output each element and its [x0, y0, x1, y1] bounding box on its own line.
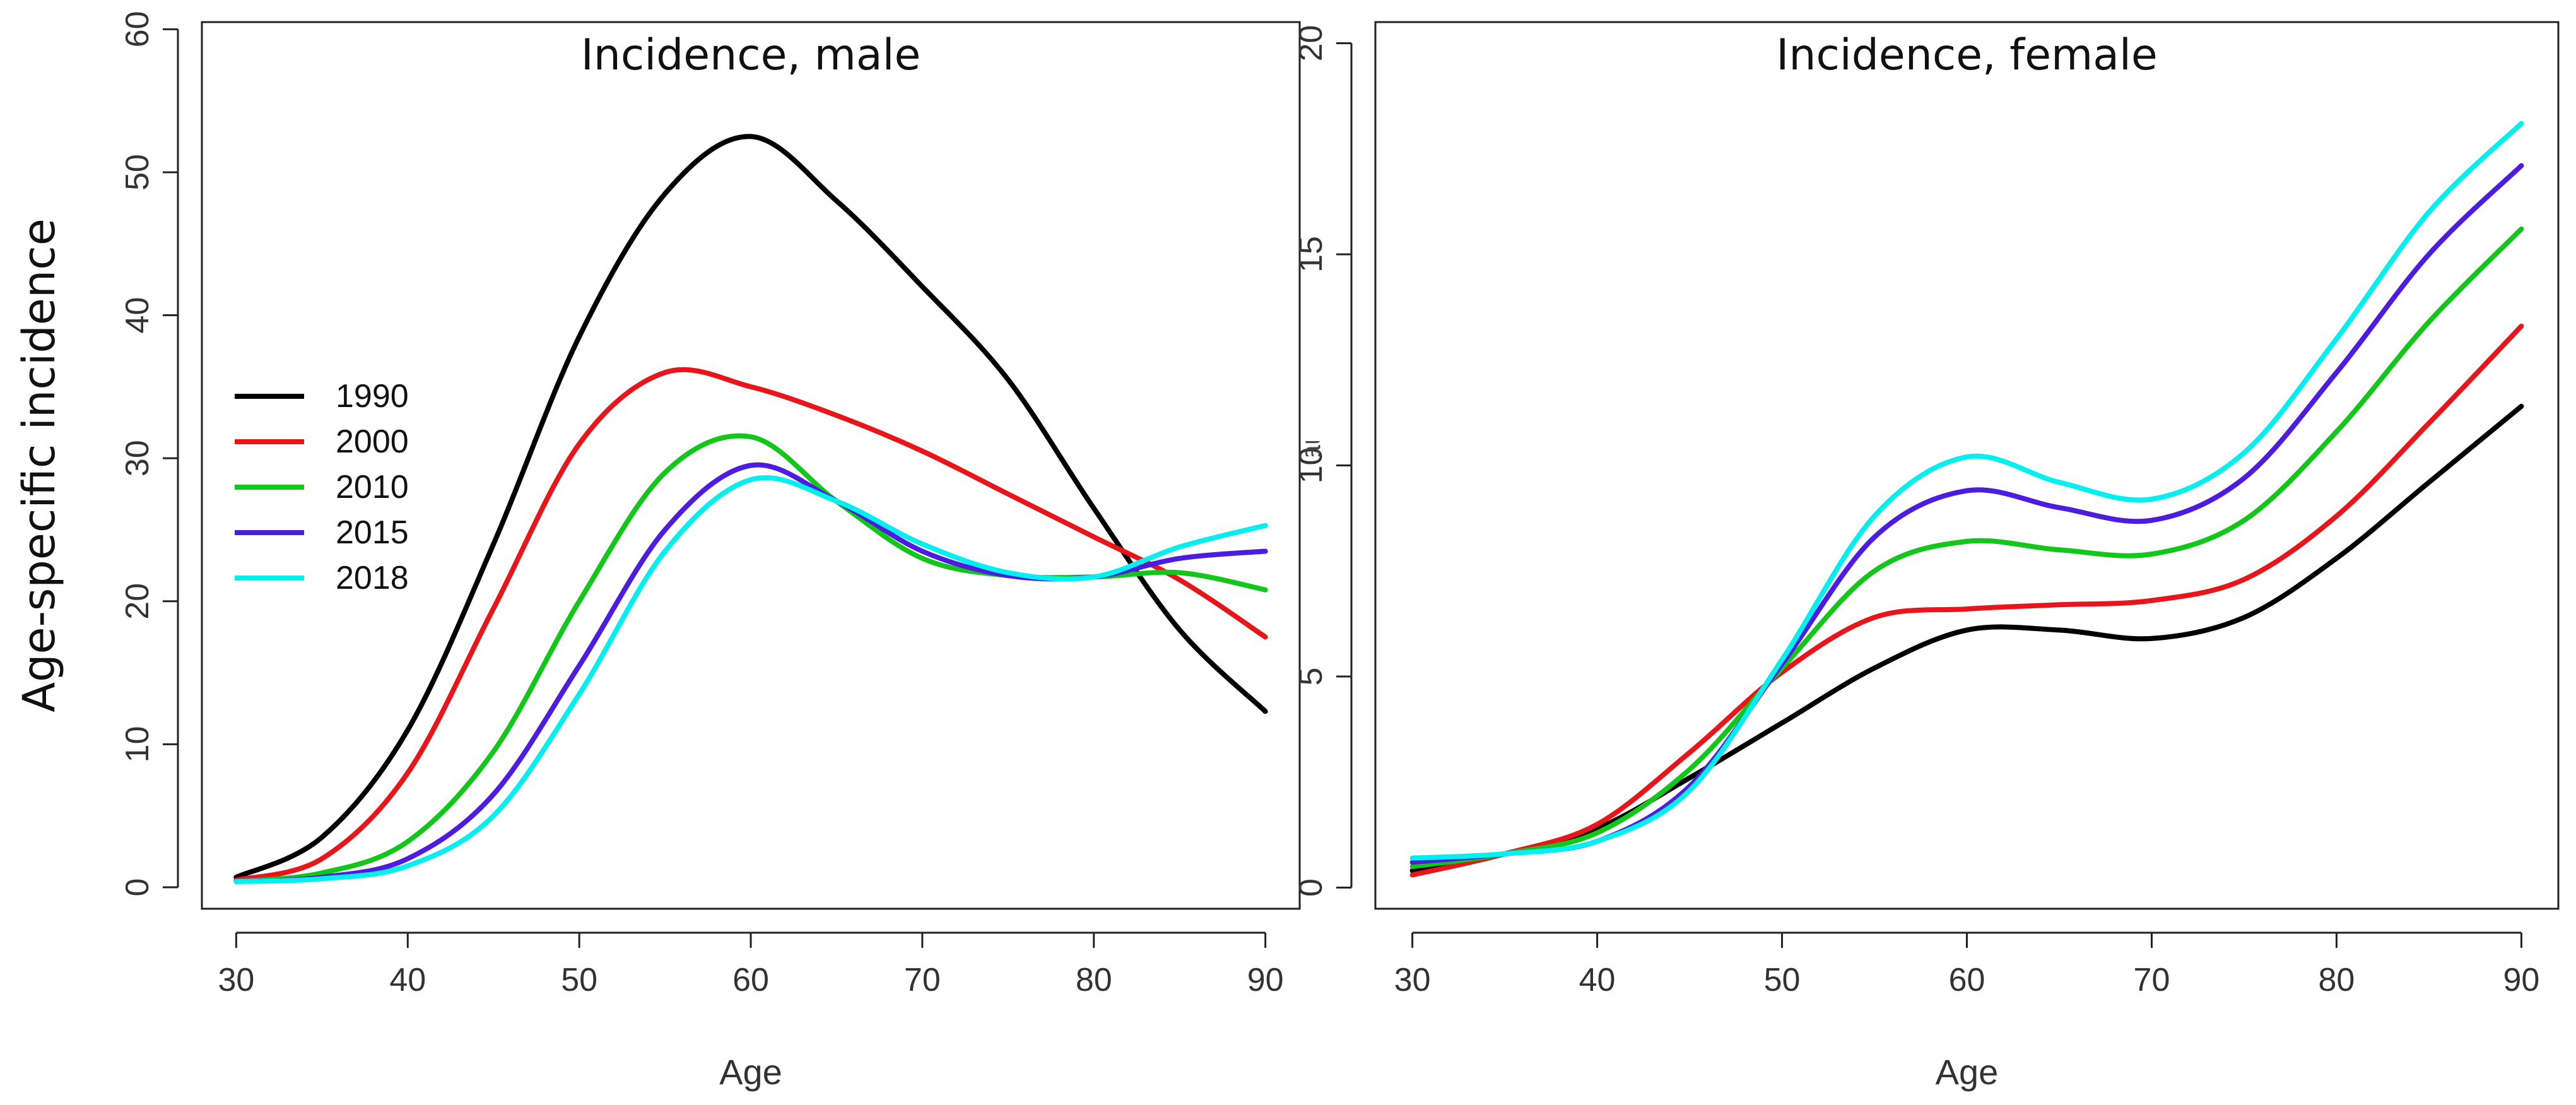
x-tick-label: 70: [904, 962, 941, 998]
y-tick-label: 20: [119, 583, 156, 620]
y-tick-label: 50: [119, 154, 156, 191]
x-axis-label: Age: [719, 1052, 782, 1092]
series-line-2015: [1409, 163, 2524, 865]
x-tick-label: 30: [218, 962, 254, 998]
legend: 1990 2000 2010 2015 2018: [235, 378, 409, 596]
series-line-2000: [1409, 323, 2524, 878]
legend-label-2018: 2018: [336, 560, 409, 596]
series-line-1990: [233, 134, 1268, 880]
y-tick-label: 60: [119, 11, 156, 47]
plot-frame: [1374, 21, 2560, 910]
series-line-2000: [233, 367, 1268, 883]
y-axis-label: Age-specific incidence: [13, 218, 65, 712]
y-axis-label: Taux: [1296, 416, 1327, 475]
y-tick-label: 15: [1293, 236, 1329, 273]
legend-label-2015: 2015: [336, 514, 409, 551]
y-tick-label: 20: [1293, 25, 1329, 62]
y-tick-label: 10: [1293, 447, 1329, 484]
y-tick-label: 40: [119, 297, 156, 334]
y-tick-label: 0: [1293, 878, 1329, 897]
legend-label-1990: 1990: [336, 378, 409, 415]
legend-label-2010: 2010: [336, 469, 409, 505]
x-tick-label: 50: [1764, 962, 1801, 998]
x-tick-label: 50: [561, 962, 597, 998]
y-tick-label: 10: [119, 726, 156, 762]
x-tick-label: 60: [1949, 962, 1985, 998]
legend-label-2000: 2000: [336, 423, 409, 460]
y-tick-label: 0: [119, 878, 156, 897]
x-tick-label: 80: [1076, 962, 1112, 998]
chart-title: Incidence, female: [1776, 30, 2157, 80]
x-axis-label: Age: [1936, 1052, 1999, 1092]
x-tick-label: 40: [1579, 962, 1616, 998]
chart-title: Incidence, male: [581, 30, 921, 80]
y-tick-label: 30: [119, 440, 156, 476]
y-tick-label: 5: [1293, 668, 1329, 686]
series-line-2018: [1409, 121, 2524, 861]
plot-frame: [201, 21, 1301, 910]
male-incidence-panel: 30 40 50 60 70 80 90 0 10 20 30 40 50 60 Incidence, ma…: [13, 11, 1301, 1092]
series-line-2010: [1409, 226, 2524, 870]
series-line-1990: [1409, 403, 2524, 873]
x-tick-label: 90: [1247, 962, 1284, 998]
x-tick-label: 90: [2503, 962, 2539, 998]
x-tick-label: 40: [389, 962, 426, 998]
x-tick-label: 30: [1394, 962, 1431, 998]
x-tick-label: 70: [2134, 962, 2170, 998]
series-line-2018: [233, 475, 1268, 884]
x-tick-label: 80: [2319, 962, 2355, 998]
x-tick-label: 60: [732, 962, 769, 998]
female-incidence-panel: 30 40 50 60 70 80 90 0 5 10 15 20 Incidence, female A…: [1293, 21, 2560, 1092]
